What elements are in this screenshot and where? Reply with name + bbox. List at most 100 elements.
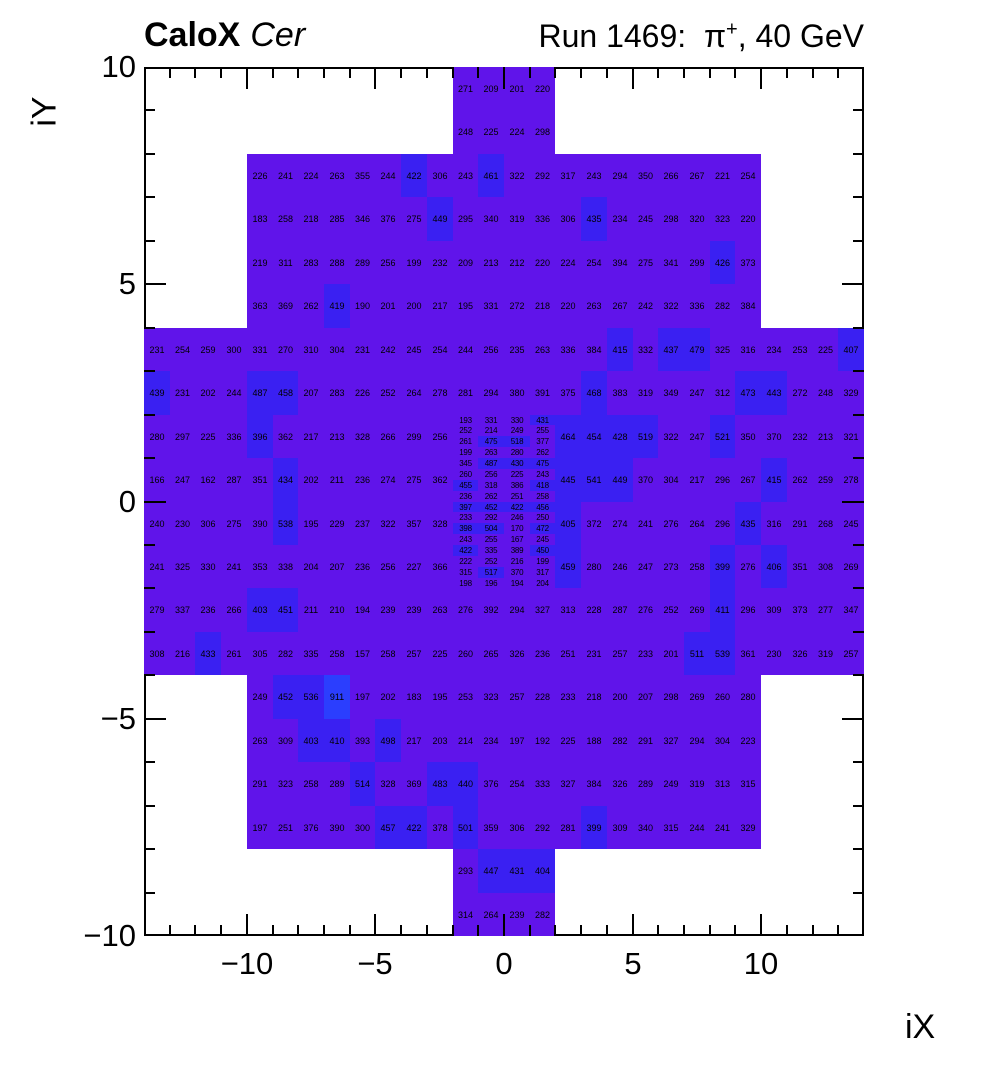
heatmap-cell: 263 — [247, 719, 273, 762]
heatmap-cell: 325 — [170, 545, 195, 588]
heatmap-cell-fine: 456 — [530, 502, 555, 512]
axis-tick — [400, 67, 402, 78]
heatmap-cell: 225 — [427, 632, 453, 675]
plot-title-bold: CaloX — [144, 16, 241, 54]
heatmap-cell-fine: 255 — [530, 425, 555, 436]
axis-tick — [374, 67, 376, 89]
heatmap-cell-fine: 398 — [453, 523, 478, 534]
heatmap-cell: 369 — [273, 284, 298, 328]
heatmap-cell: 292 — [530, 154, 555, 197]
heatmap-cell: 265 — [478, 632, 504, 675]
heatmap-cell-fine: 252 — [478, 556, 504, 567]
y-axis-title: iY — [25, 96, 64, 127]
heatmap-cell: 202 — [375, 675, 401, 719]
heatmap-cell: 236 — [350, 545, 375, 588]
heatmap-cell-fine: 225 — [504, 469, 530, 480]
axis-tick — [220, 67, 222, 78]
heatmap-cell: 254 — [170, 328, 195, 371]
heatmap-cell-fine: 260 — [453, 469, 478, 480]
axis-tick — [709, 925, 711, 936]
heatmap-cell: 411 — [710, 588, 735, 632]
axis-tick — [144, 327, 155, 329]
heatmap-cell: 244 — [684, 806, 710, 849]
heatmap-cell: 511 — [684, 632, 710, 675]
heatmap-cell: 335 — [298, 632, 324, 675]
heatmap-cell: 539 — [710, 632, 735, 675]
heatmap-cell: 316 — [761, 502, 787, 545]
heatmap-cell: 209 — [478, 67, 504, 110]
heatmap-cell: 267 — [735, 458, 761, 502]
heatmap-cell: 207 — [324, 545, 350, 588]
axis-tick — [606, 925, 608, 936]
heatmap-cell-fine: 418 — [530, 480, 555, 491]
axis-tick — [554, 67, 556, 78]
heatmap-cell: 204 — [298, 545, 324, 588]
heatmap-cell: 234 — [761, 328, 787, 371]
heatmap-cell-fine: 422 — [453, 545, 478, 556]
heatmap-cell: 336 — [684, 284, 710, 328]
heatmap-cell: 373 — [787, 588, 813, 632]
heatmap-cell: 263 — [581, 284, 607, 328]
x-tick-label: 0 — [495, 946, 513, 981]
heatmap-cell: 319 — [684, 762, 710, 806]
heatmap-cell-fine: 196 — [478, 578, 504, 588]
heatmap-cell: 330 — [195, 545, 221, 588]
axis-tick — [853, 109, 864, 111]
heatmap-cell: 218 — [581, 675, 607, 719]
heatmap-cell: 378 — [427, 806, 453, 849]
heatmap-cell: 911 — [324, 675, 350, 719]
heatmap-cell: 239 — [504, 893, 530, 936]
axis-tick — [632, 67, 634, 89]
axis-tick — [657, 67, 659, 78]
heatmap-cell: 224 — [298, 154, 324, 197]
heatmap-cell: 252 — [658, 588, 684, 632]
heatmap-cell: 258 — [375, 632, 401, 675]
heatmap-cell: 263 — [427, 588, 453, 632]
heatmap-cell-fine: 193 — [453, 415, 478, 425]
heatmap-cell: 275 — [221, 502, 247, 545]
heatmap-cell: 239 — [401, 588, 427, 632]
heatmap-cell: 248 — [813, 371, 838, 415]
heatmap-cell: 328 — [427, 502, 453, 545]
heatmap-cell: 410 — [324, 719, 350, 762]
heatmap-cell: 435 — [581, 197, 607, 241]
heatmap-cell: 313 — [555, 588, 581, 632]
axis-tick — [144, 414, 155, 416]
axis-tick — [144, 631, 155, 633]
heatmap-cell: 304 — [710, 719, 735, 762]
heatmap-cell-fine: 315 — [453, 567, 478, 578]
axis-tick — [786, 67, 788, 78]
heatmap-cell: 247 — [633, 545, 658, 588]
heatmap-cell: 241 — [221, 545, 247, 588]
heatmap-cell: 327 — [530, 588, 555, 632]
heatmap-cell: 454 — [581, 415, 607, 458]
heatmap-cell-fine: 243 — [453, 534, 478, 545]
axis-tick — [144, 674, 155, 676]
y-tick-label: −10 — [83, 918, 136, 953]
heatmap-cell: 289 — [324, 762, 350, 806]
heatmap-cell-fine: 370 — [504, 567, 530, 578]
axis-tick — [220, 925, 222, 936]
heatmap-cell: 296 — [735, 588, 761, 632]
heatmap-cell: 247 — [170, 458, 195, 502]
heatmap-cell: 254 — [504, 762, 530, 806]
heatmap-cell-fine: 256 — [478, 469, 504, 480]
heatmap-cell: 282 — [273, 632, 298, 675]
heatmap-cell: 207 — [298, 371, 324, 415]
heatmap-cell: 202 — [298, 458, 324, 502]
plot-title-italic: Cer — [250, 16, 306, 54]
heatmap-cell: 457 — [375, 806, 401, 849]
heatmap-cell-fine: 318 — [478, 480, 504, 491]
heatmap-cell: 396 — [247, 415, 273, 458]
plot-title: CaloX Cer — [144, 16, 305, 55]
heatmap-cell: 192 — [530, 719, 555, 762]
heatmap-cell-fine: 518 — [504, 436, 530, 447]
heatmap-cell: 282 — [530, 893, 555, 936]
heatmap-cell-fine: 233 — [453, 512, 478, 523]
heatmap-cell: 201 — [658, 632, 684, 675]
axis-tick — [853, 414, 864, 416]
axis-tick — [760, 914, 762, 936]
heatmap-cell: 190 — [350, 284, 375, 328]
heatmap-cell: 514 — [350, 762, 375, 806]
